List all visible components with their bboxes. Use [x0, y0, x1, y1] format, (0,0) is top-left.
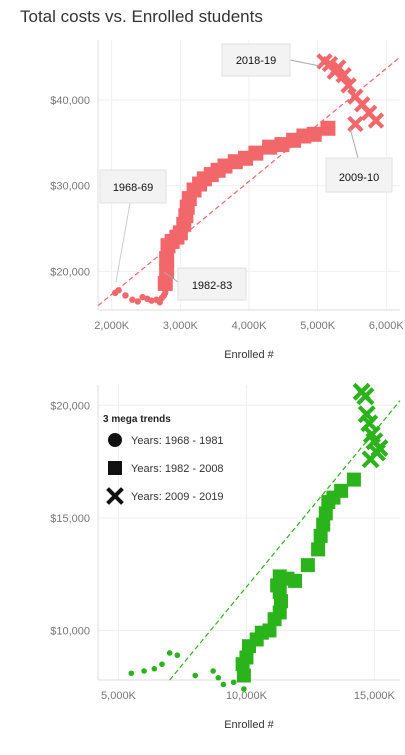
circle-point — [148, 297, 155, 304]
square-point — [239, 650, 254, 665]
square-point — [306, 126, 322, 142]
legend-item-cross: Years: 2009 - 2019 — [106, 487, 224, 505]
square-point — [159, 263, 175, 279]
chart2-tick-labels: 5,000K 10,000K 15,000K $10,000 $15,000 $20,00… — [50, 400, 395, 702]
legend-item-cross-label: Years: 2009 - 2019 — [131, 491, 224, 503]
callout-2018-19-label: 2018-19 — [236, 55, 276, 67]
circle-point — [159, 661, 165, 668]
square-point — [262, 623, 277, 638]
chart1-x-tick-label: 2,000K — [94, 320, 130, 332]
square-point — [274, 137, 290, 153]
square-point — [311, 542, 326, 557]
chart2-y-tick-label: $15,000 — [50, 513, 90, 525]
square-point — [320, 120, 336, 136]
square-point — [236, 668, 251, 683]
square-point — [262, 139, 278, 155]
chart2-x-tick-label: 15,000K — [354, 690, 396, 702]
legend-cross-icon — [106, 487, 124, 505]
chart2-x-tick-label: 5,000K — [101, 690, 137, 702]
chart1-trend-line — [97, 56, 401, 307]
chart1-y-tick-label: $40,000 — [50, 95, 90, 107]
chart-costs-vs-enrolled-1: 2,000K 3,000K 4,000K 5,000K 6,000K $20,000 $30… — [50, 40, 404, 361]
chart-costs-vs-enrolled-2: 5,000K 10,000K 15,000K $10,000 $15,000 $20,00… — [50, 382, 401, 731]
cross-point — [367, 112, 385, 129]
circle-point — [151, 665, 158, 672]
chart2-legend: 3 mega trends Years: 1968 - 1981 Years: … — [103, 414, 224, 505]
square-point — [272, 605, 287, 620]
chart2-gridlines — [98, 385, 400, 680]
callout-1982-83: 1982-83 — [163, 267, 247, 301]
chart1-trendline — [97, 56, 401, 307]
circle-point — [139, 293, 146, 301]
chart2-trend-line — [169, 400, 401, 681]
callout-2018-19: 2018-19 — [221, 43, 321, 77]
callout-1968-69: 1968-69 — [99, 169, 167, 283]
circle-point — [128, 670, 135, 677]
circle-point — [215, 674, 222, 681]
chart2-x-tick-label: 10,000K — [226, 690, 268, 702]
legend-item-square: Years: 1982 - 2008 — [108, 461, 224, 475]
circle-point — [230, 679, 237, 686]
circle-point — [220, 681, 227, 688]
circle-point — [210, 668, 216, 674]
cross-point — [347, 115, 364, 133]
circle-point — [122, 292, 129, 299]
square-point — [316, 517, 331, 532]
legend-item-circle: Years: 1968 - 1981 — [108, 433, 224, 447]
square-point — [300, 558, 315, 573]
cross-point — [356, 387, 375, 406]
legend-item-circle-label: Years: 1968 - 1981 — [131, 435, 224, 447]
square-point — [159, 251, 175, 267]
chart2-marks — [128, 382, 389, 692]
chart2-x-axis-title: Enrolled # — [224, 719, 274, 731]
square-point — [334, 483, 349, 498]
square-point — [157, 275, 173, 291]
chart1-marks — [111, 53, 385, 306]
page-title: Total costs vs. Enrolled students — [20, 7, 263, 26]
chart2-y-tick-label: $20,000 — [50, 400, 90, 412]
square-point — [318, 506, 333, 521]
chart1-x-axis-title: Enrolled # — [224, 349, 274, 361]
chart1-y-tick-label: $20,000 — [50, 266, 90, 278]
callout-2009-10-label: 2009-10 — [339, 172, 379, 184]
chart2-y-tick-label: $10,000 — [50, 625, 90, 637]
circle-point — [241, 686, 247, 692]
chart2-trendline — [169, 400, 401, 681]
legend-item-square-label: Years: 1982 - 2008 — [131, 463, 224, 475]
circle-point — [166, 650, 173, 656]
chart1-x-tick-label: 4,000K — [232, 320, 268, 332]
chart1-x-tick-label: 3,000K — [163, 320, 199, 332]
legend-square-icon — [108, 461, 122, 475]
circle-point — [192, 672, 199, 679]
chart1-x-tick-label: 6,000K — [369, 320, 405, 332]
chart1-tick-labels: 2,000K 3,000K 4,000K 5,000K 6,000K $20,000 $30… — [50, 95, 404, 332]
square-point — [313, 528, 328, 543]
circle-point — [162, 289, 169, 297]
cross-point — [361, 450, 380, 469]
circle-point — [141, 668, 147, 674]
circle-point — [134, 298, 142, 305]
square-point — [346, 472, 361, 487]
circle-point — [129, 296, 136, 303]
cross-point — [340, 77, 357, 94]
callout-1968-69-label: 1968-69 — [113, 182, 153, 194]
cross-point — [335, 66, 352, 84]
square-point — [288, 573, 303, 588]
legend-circle-icon — [108, 433, 122, 447]
square-point — [248, 145, 264, 161]
legend-title: 3 mega trends — [103, 414, 171, 425]
chart1-y-tick-label: $30,000 — [50, 181, 90, 193]
chart1-x-tick-label: 5,000K — [300, 320, 336, 332]
circle-point — [174, 652, 181, 659]
callout-2009-10: 2009-10 — [325, 127, 393, 193]
circle-point — [115, 287, 122, 294]
callout-1982-83-label: 1982-83 — [192, 280, 232, 292]
